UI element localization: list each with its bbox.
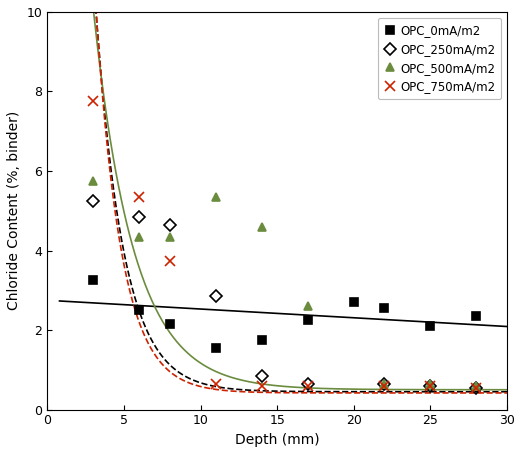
OPC_500mA/m2 [90,178,97,184]
OPC_750mA/m2 [259,383,265,389]
Legend: OPC_0mA/m2, OPC_250mA/m2, OPC_500mA/m2, OPC_750mA/m2: OPC_0mA/m2, OPC_250mA/m2, OPC_500mA/m2, … [378,18,501,99]
OPC_500mA/m2 [167,234,173,239]
OPC_750mA/m2 [213,381,219,386]
OPC_250mA/m2 [259,373,265,379]
OPC_750mA/m2 [136,194,143,200]
OPC_0mA/m2 [136,307,143,313]
OPC_0mA/m2 [305,317,311,323]
Line: OPC_500mA/m2: OPC_500mA/m2 [89,177,481,390]
Y-axis label: Chloride Content (%, binder): Chloride Content (%, binder) [7,111,21,311]
OPC_0mA/m2 [473,313,480,319]
OPC_250mA/m2 [305,381,311,386]
OPC_0mA/m2 [259,337,265,343]
OPC_250mA/m2 [213,294,219,299]
OPC_250mA/m2 [167,222,173,227]
X-axis label: Depth (mm): Depth (mm) [235,433,319,447]
OPC_0mA/m2 [428,323,434,329]
OPC_250mA/m2 [473,385,480,390]
OPC_250mA/m2 [90,198,97,203]
OPC_250mA/m2 [428,383,434,389]
OPC_0mA/m2 [167,321,173,327]
OPC_500mA/m2 [428,381,434,386]
Line: OPC_250mA/m2: OPC_250mA/m2 [89,197,481,392]
OPC_750mA/m2 [382,383,388,389]
OPC_0mA/m2 [90,278,97,283]
OPC_0mA/m2 [351,300,357,305]
OPC_500mA/m2 [382,381,388,386]
OPC_0mA/m2 [382,306,388,311]
OPC_750mA/m2 [90,99,97,104]
OPC_750mA/m2 [305,383,311,389]
OPC_500mA/m2 [259,224,265,229]
OPC_0mA/m2 [213,345,219,351]
OPC_500mA/m2 [213,194,219,200]
OPC_750mA/m2 [428,383,434,389]
OPC_750mA/m2 [473,385,480,390]
Line: OPC_750mA/m2: OPC_750mA/m2 [88,97,481,393]
OPC_250mA/m2 [382,381,388,386]
OPC_500mA/m2 [305,304,311,309]
Line: OPC_0mA/m2: OPC_0mA/m2 [89,276,481,352]
OPC_750mA/m2 [167,258,173,263]
OPC_250mA/m2 [136,214,143,219]
OPC_500mA/m2 [473,383,480,389]
OPC_500mA/m2 [136,234,143,239]
